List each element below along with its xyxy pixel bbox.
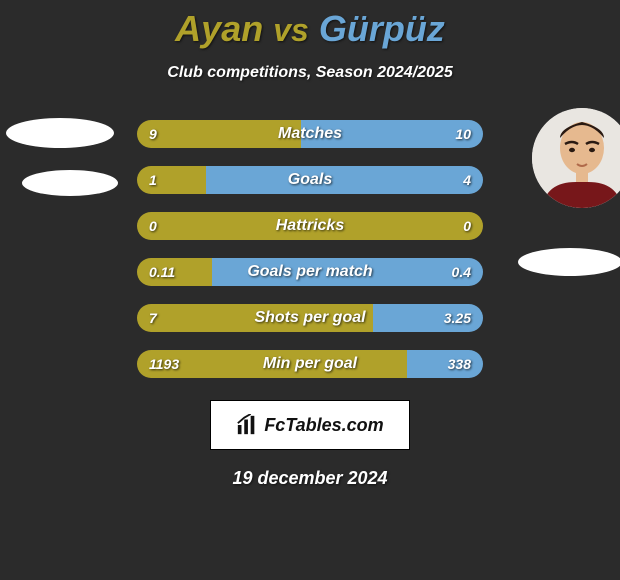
stat-row: Goals per match0.110.4 (137, 258, 483, 286)
stat-row: Goals14 (137, 166, 483, 194)
stat-seg-right (407, 350, 483, 378)
decorative-blob (22, 170, 118, 196)
stat-seg-left (137, 120, 301, 148)
stat-bars: Matches910 Goals14 Hattricks00 Goals per ma… (137, 120, 483, 378)
stat-seg-right (212, 258, 483, 286)
avatar-player2 (532, 108, 620, 208)
title-player2: Gürpüz (319, 8, 445, 49)
stat-seg-left (137, 166, 206, 194)
stat-seg-left (137, 350, 407, 378)
stat-row: Shots per goal73.25 (137, 304, 483, 332)
decorative-blob (6, 118, 114, 148)
brand-badge: FcTables.com (210, 400, 410, 450)
stat-seg-right (373, 304, 483, 332)
title-vs: vs (273, 12, 309, 48)
person-icon (532, 108, 620, 208)
stat-seg-right (206, 166, 483, 194)
stat-seg-left (137, 212, 310, 240)
title-player1: Ayan (175, 8, 263, 49)
page-title: Ayan vs Gürpüz (0, 0, 620, 50)
decorative-blob (518, 248, 620, 276)
stat-row: Min per goal1193338 (137, 350, 483, 378)
stat-row: Matches910 (137, 120, 483, 148)
comparison-stage: Matches910 Goals14 Hattricks00 Goals per ma… (0, 120, 620, 378)
brand-text: FcTables.com (264, 415, 383, 436)
stat-seg-right (301, 120, 483, 148)
date-text: 19 december 2024 (0, 468, 620, 489)
stat-seg-right (310, 212, 483, 240)
chart-icon (236, 414, 258, 436)
stat-row: Hattricks00 (137, 212, 483, 240)
subtitle: Club competitions, Season 2024/2025 (0, 64, 620, 82)
stat-seg-left (137, 258, 212, 286)
stat-seg-left (137, 304, 373, 332)
